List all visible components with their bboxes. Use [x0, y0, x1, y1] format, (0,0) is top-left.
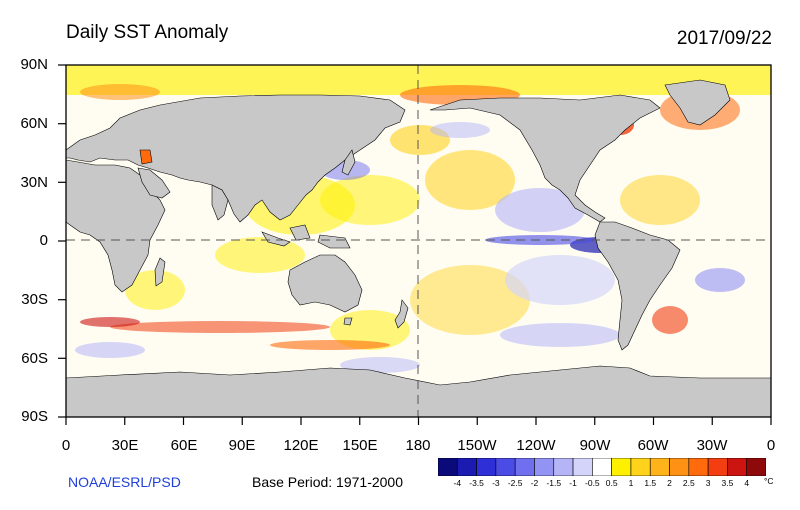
lon-label: 60W	[637, 437, 669, 454]
lon-label: 120W	[516, 437, 556, 454]
colorbar-tick-label: -2.5	[507, 478, 523, 488]
lon-label: 0	[766, 437, 776, 454]
lat-label: 30S	[21, 291, 48, 308]
colorbar-tick-label: -1	[569, 478, 577, 488]
lon-label: 90W	[579, 437, 611, 454]
lat-label: 60S	[21, 350, 48, 367]
colorbar-swatch	[630, 458, 651, 476]
colorbar-swatch	[746, 458, 766, 476]
colorbar-tick-label: 3	[705, 478, 711, 488]
colorbar-swatch	[727, 458, 748, 476]
colorbar-tick-label: 2	[667, 478, 672, 488]
colorbar-unit: °C	[764, 476, 774, 486]
axis-ticks	[58, 64, 772, 425]
lat-label: 90N	[20, 56, 48, 73]
lat-label: 30N	[20, 174, 48, 191]
colorbar-swatch	[707, 458, 728, 476]
colorbar-tick-label: 1.5	[644, 478, 657, 488]
colorbar-swatch	[649, 458, 670, 476]
colorbar-swatch	[611, 458, 632, 476]
lon-label: 120E	[283, 437, 319, 454]
lon-label: 150W	[457, 437, 497, 454]
lon-label: 0	[61, 437, 71, 454]
base-period-text: Base Period: 1971-2000	[252, 474, 403, 490]
colorbar-swatch	[553, 458, 574, 476]
colorbar-swatch	[514, 458, 535, 476]
colorbar-swatch	[438, 458, 458, 476]
colorbar-tick-label: 3.5	[721, 478, 734, 488]
lon-label: 60E	[170, 437, 198, 454]
map-date: 2017/09/22	[676, 28, 772, 49]
colorbar-swatch	[534, 458, 555, 476]
land	[66, 79, 771, 417]
credit-text: NOAA/ESRL/PSD	[68, 474, 181, 490]
colorbar-tick-label: -1.5	[546, 478, 562, 488]
colorbar-tick-label: -0.5	[585, 478, 600, 488]
lon-label: 180	[405, 437, 431, 454]
map-title: Daily SST Anomaly	[66, 22, 229, 43]
colorbar-tick-label: 4	[744, 478, 750, 488]
colorbar-tick-label: 0.5	[605, 478, 618, 488]
lon-label: 30E	[111, 437, 139, 454]
colorbar-tick-label: 2.5	[682, 478, 695, 488]
colorbar-swatch	[669, 458, 690, 476]
lat-label: 90S	[21, 408, 48, 425]
colorbar-tick-label: -2	[530, 478, 539, 488]
colorbar-swatch	[476, 458, 497, 476]
lon-label: 30W	[696, 437, 728, 454]
colorbar-swatch	[572, 458, 593, 476]
colorbar-swatch	[688, 458, 709, 476]
lon-label: 150E	[342, 437, 378, 454]
colorbar-swatch	[456, 458, 477, 476]
colorbar-tick-label: -3	[492, 478, 500, 488]
lat-label: 60N	[20, 115, 48, 132]
lat-label: 0	[39, 232, 48, 249]
colorbar-tick-label: -4	[453, 478, 462, 488]
colorbar-swatch	[495, 458, 516, 476]
colorbar-tick-label: -3.5	[469, 478, 484, 488]
colorbar-swatch	[592, 458, 612, 476]
colorbar	[438, 458, 766, 476]
colorbar-tick-label: 1	[628, 478, 634, 488]
lon-label: 90E	[228, 437, 256, 454]
